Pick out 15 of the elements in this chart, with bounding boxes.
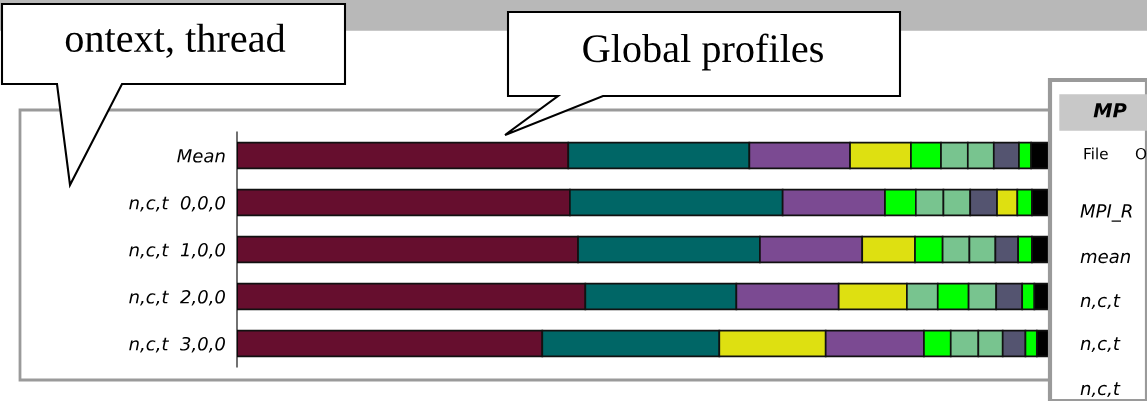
text: n,c,t xyxy=(1080,337,1121,353)
text: mean xyxy=(1080,252,1130,264)
y-tick-label: Mean xyxy=(177,149,225,163)
y-tick-label: n,c,t 1,0,0 xyxy=(129,242,225,259)
text: ontext, thread xyxy=(65,23,286,58)
text: MPI_R xyxy=(1080,204,1132,222)
text: n,c,t xyxy=(1080,382,1121,398)
text: MP xyxy=(1093,103,1127,118)
y-tick-label: n,c,t 3,0,0 xyxy=(129,336,225,353)
text: n,c,t xyxy=(1080,294,1121,310)
text: File xyxy=(1084,147,1108,160)
text: Global profiles xyxy=(583,33,823,71)
y-tick-label: n,c,t 0,0,0 xyxy=(129,195,225,212)
text: O xyxy=(1135,147,1147,160)
y-tick-label: n,c,t 2,0,0 xyxy=(129,289,225,306)
